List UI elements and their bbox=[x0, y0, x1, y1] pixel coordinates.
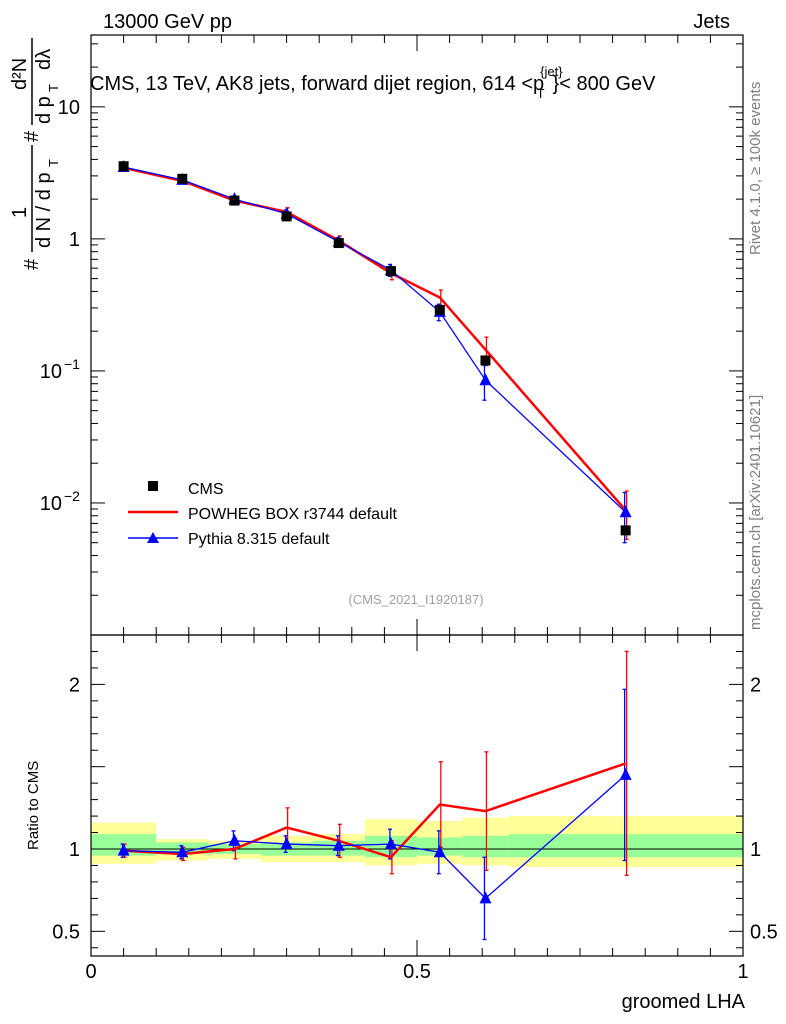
cms-point-4 bbox=[333, 238, 344, 249]
xtick-label-2: 1 bbox=[737, 961, 748, 983]
ratio-series bbox=[117, 650, 632, 941]
cms-point-3 bbox=[281, 211, 292, 222]
xlabel: groomed LHA bbox=[622, 991, 746, 1013]
cms-point-1 bbox=[177, 173, 188, 184]
band-inner-7 bbox=[462, 835, 509, 858]
ratio-pythia-point-1 bbox=[176, 845, 189, 858]
cms-point-0 bbox=[118, 161, 129, 172]
ratio-ytick-label-right-2: 0.5 bbox=[750, 921, 778, 943]
header-right: Jets bbox=[693, 11, 730, 33]
xtick-label-1: 0.5 bbox=[403, 961, 431, 983]
ratio-pythia-point-0 bbox=[117, 843, 130, 856]
ratio-pythia-point-7 bbox=[479, 891, 492, 904]
main-ytick-label-3: 10 bbox=[40, 493, 62, 515]
analysis-watermark: (CMS_2021_I1920187) bbox=[348, 592, 483, 607]
cms-point-8 bbox=[620, 525, 631, 536]
legend: CMS POWHEG BOX r3744 default Pythia 8.31… bbox=[128, 481, 398, 548]
legend-marker-cms bbox=[148, 481, 158, 491]
mcplots-label: mcplots.cern.ch [arXiv:2401.10621] bbox=[747, 395, 764, 630]
ratio-pythia-point-8 bbox=[619, 767, 632, 780]
legend-label-powheg: POWHEG BOX r3744 default bbox=[188, 506, 398, 523]
cms-point-5 bbox=[385, 266, 396, 277]
ratio-ytick-label-0: 2 bbox=[69, 674, 80, 696]
main-ytick-label-1: 1 bbox=[69, 229, 80, 251]
legend-marker-pythia bbox=[147, 532, 159, 543]
ylabel-denominator-2: d p bbox=[33, 96, 55, 124]
ylabel-one: 1 bbox=[9, 207, 31, 218]
ylabel-hash-1: # bbox=[21, 258, 43, 270]
ratio-pythia-point-6 bbox=[433, 845, 446, 858]
band-inner-8 bbox=[508, 834, 743, 858]
ratio-frame bbox=[90, 634, 744, 957]
ratio-ylabel: Ratio to CMS bbox=[25, 761, 42, 850]
ylabel-denominator-1: d N / d p bbox=[33, 172, 55, 248]
legend-label-pythia: Pythia 8.315 default bbox=[188, 531, 330, 548]
title-sup: {jet} bbox=[540, 64, 563, 79]
ylabel-denominator-1-sub: T bbox=[46, 159, 61, 167]
header-left: 13000 GeV pp bbox=[103, 11, 232, 33]
ratio-ytick-label-1: 1 bbox=[69, 839, 80, 861]
ylabel-hash-2: # bbox=[21, 130, 43, 142]
title-sub: T bbox=[537, 86, 545, 101]
ratio-uncertainty-bands bbox=[91, 816, 743, 868]
axes bbox=[90, 34, 744, 957]
cms-point-2 bbox=[229, 195, 240, 206]
ratio-pythia-point-5 bbox=[384, 837, 397, 850]
main-ytick-exp-2: −1 bbox=[64, 356, 80, 372]
main-ytick-exp-3: −2 bbox=[64, 488, 80, 504]
main-ytick-label-0: 10 bbox=[58, 97, 80, 119]
main-ylabel: # 1 d N / d p T # d²N d p T dλ bbox=[9, 38, 61, 270]
legend-label-cms: CMS bbox=[188, 481, 224, 498]
ratio-ytick-label-right-0: 2 bbox=[750, 674, 761, 696]
cms-point-7 bbox=[480, 355, 491, 366]
pythia-point-8 bbox=[619, 505, 632, 518]
ratio-ytick-label-right-1: 1 bbox=[750, 839, 761, 861]
main-series bbox=[117, 160, 632, 544]
ratio-ytick-label-2: 0.5 bbox=[52, 921, 80, 943]
xtick-label-0: 0 bbox=[85, 961, 96, 983]
title-part-2: }< 800 GeV bbox=[553, 73, 657, 95]
pythia-point-7 bbox=[479, 373, 492, 386]
title-part-1: CMS, 13 TeV, AK8 jets, forward dijet reg… bbox=[90, 73, 544, 95]
ratio-pythia-point-4 bbox=[332, 838, 345, 851]
chart-title: CMS, 13 TeV, AK8 jets, forward dijet reg… bbox=[90, 64, 656, 101]
ratio-pythia-point-2 bbox=[228, 833, 241, 846]
powheg-line bbox=[123, 166, 627, 512]
ylabel-d2n: d²N bbox=[9, 58, 31, 90]
ylabel-denominator-2-sub: T bbox=[46, 84, 61, 92]
cms-point-6 bbox=[434, 304, 445, 315]
pythia-line bbox=[123, 166, 627, 513]
ylabel-denominator-3: dλ bbox=[33, 49, 55, 70]
rivet-label: Rivet 4.1.0, ≥ 100k events bbox=[747, 82, 764, 255]
ratio-pythia-point-3 bbox=[280, 837, 293, 850]
main-ytick-label-2: 10 bbox=[40, 361, 62, 383]
